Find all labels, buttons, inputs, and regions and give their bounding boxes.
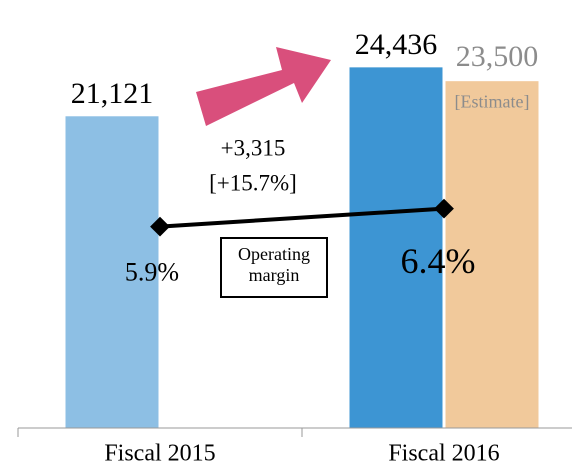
x-tick-label: Fiscal 2016 [388, 441, 499, 467]
x-tick-label: Fiscal 2015 [104, 441, 215, 467]
estimate-label: [Estimate] [455, 91, 530, 111]
bar [65, 116, 159, 428]
margin-name: Operating margin [238, 244, 310, 285]
margin-label: 5.9% [125, 258, 179, 287]
margin-name-box [220, 237, 328, 298]
annotation: [+15.7%] [209, 170, 297, 195]
margin-line [159, 206, 445, 229]
margin-marker [150, 216, 170, 237]
annotation: +3,315 [221, 135, 286, 160]
margin-name-wrap: Operating margin [238, 244, 310, 285]
margin-marker [434, 198, 454, 219]
bar [349, 67, 443, 429]
estimate-value-label: 23,500 [456, 40, 539, 73]
growth-arrow [196, 47, 331, 126]
estimate-bar [445, 81, 539, 428]
value-label: 21,121 [71, 77, 154, 110]
margin-label: 6.4% [401, 241, 476, 281]
value-label: 24,436 [355, 28, 438, 61]
